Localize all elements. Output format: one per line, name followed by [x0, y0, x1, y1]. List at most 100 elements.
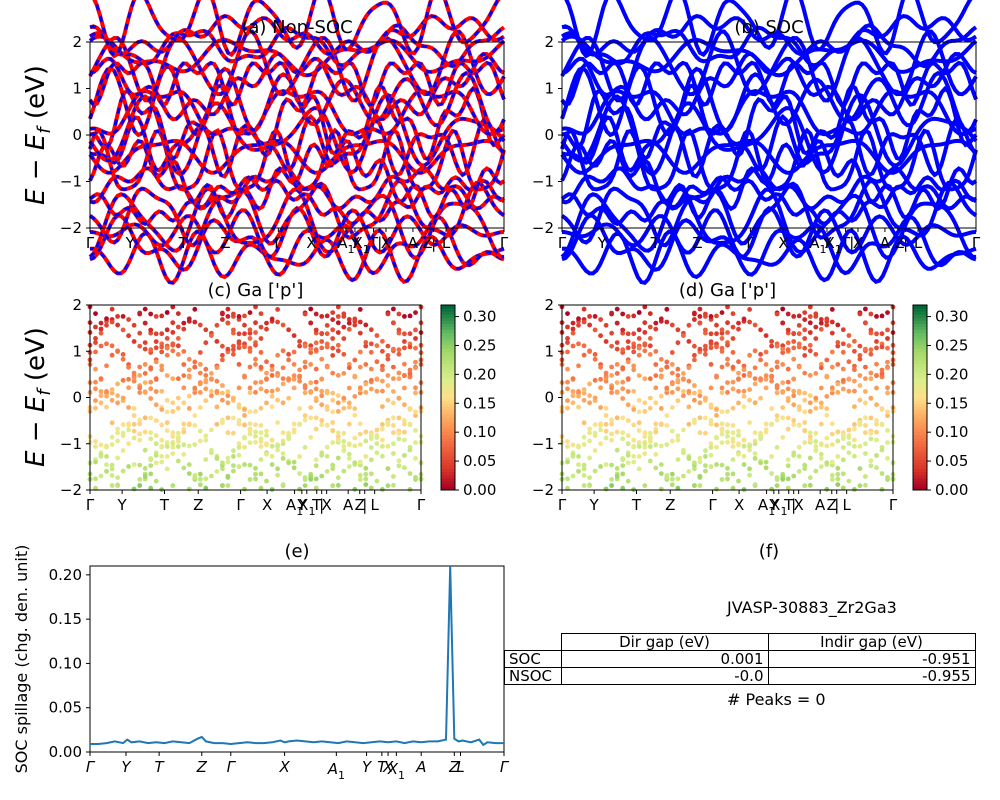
- scatter-point: [824, 460, 830, 466]
- scatter-point: [164, 397, 170, 403]
- scatter-point: [413, 327, 418, 333]
- scatter-point: [275, 397, 280, 403]
- scatter-point: [142, 390, 148, 395]
- scatter-point: [120, 430, 126, 436]
- scatter-point: [747, 373, 752, 378]
- scatter-point: [109, 420, 115, 426]
- scatter-point: [587, 322, 592, 328]
- scatter-point: [153, 331, 159, 337]
- scatter-point: [725, 356, 730, 362]
- scatter-point: [170, 444, 176, 450]
- scatter-point: [159, 313, 165, 319]
- x-tick-label: T: [159, 496, 170, 514]
- scatter-point: [879, 447, 885, 453]
- scatter-point: [785, 386, 791, 392]
- scatter-point: [874, 373, 879, 379]
- scatter-point: [714, 331, 719, 337]
- colorbar-segment: [913, 486, 927, 491]
- colorbar-segment: [441, 375, 455, 380]
- scatter-point: [885, 385, 890, 391]
- scatter-point: [203, 457, 209, 462]
- scatter-point: [614, 466, 620, 471]
- scatter-point: [752, 456, 758, 461]
- scatter-point: [846, 450, 852, 456]
- scatter-point: [352, 394, 358, 399]
- x-tick-label: X: [778, 234, 788, 252]
- scatter-point: [736, 441, 741, 447]
- scatter-point: [807, 475, 813, 481]
- scatter-point: [885, 327, 890, 333]
- x-tick-label: L: [442, 234, 451, 252]
- scatter-point: [120, 395, 126, 401]
- panel-title: (d) Ga ['p']: [679, 280, 776, 301]
- scatter-point: [669, 482, 675, 488]
- scatter-point: [818, 361, 824, 367]
- scatter-point: [609, 385, 614, 391]
- scatter-point: [874, 437, 879, 443]
- colorbar-segment: [441, 446, 455, 451]
- colorbar-segment: [913, 332, 927, 337]
- scatter-point: [813, 430, 819, 436]
- scatter-point: [813, 405, 819, 411]
- scatter-point: [620, 327, 626, 333]
- scatter-point: [357, 390, 363, 396]
- scatter-point: [335, 409, 341, 414]
- material-id: JVASP-30883_Zr2Ga3: [727, 598, 897, 617]
- scatter-point: [587, 430, 592, 436]
- scatter-point: [203, 398, 209, 404]
- scatter-point: [319, 422, 325, 428]
- scatter-point: [242, 374, 247, 380]
- scatter-point: [603, 435, 609, 441]
- scatter-point: [220, 460, 225, 466]
- scatter-point: [741, 437, 747, 443]
- colorbar-segment: [913, 351, 927, 355]
- scatter-point: [785, 347, 791, 353]
- scatter-point: [647, 444, 653, 449]
- scatter-point: [625, 452, 631, 458]
- scatter-point: [863, 482, 868, 488]
- scatter-point: [137, 385, 143, 391]
- colorbar-segment: [441, 323, 455, 328]
- panel-title: (c) Ga ['p']: [208, 280, 304, 301]
- scatter-point: [131, 405, 137, 411]
- scatter-point: [603, 339, 609, 344]
- scatter-point: [275, 443, 280, 449]
- scatter-point: [802, 336, 808, 341]
- scatter-point: [780, 405, 786, 410]
- scatter-point: [220, 420, 225, 426]
- scatter-point: [126, 376, 131, 382]
- scatter-point: [614, 390, 620, 395]
- x-tick-label: X: [794, 496, 804, 514]
- scatter-point: [220, 343, 225, 349]
- scatter-point: [725, 471, 730, 477]
- scatter-point: [231, 454, 236, 459]
- scatter-point: [824, 322, 830, 328]
- scatter-point: [824, 412, 830, 418]
- scatter-point: [164, 345, 170, 351]
- scatter-point: [664, 413, 670, 418]
- scatter-point: [137, 483, 143, 488]
- scatter-point: [275, 373, 280, 378]
- scatter-point: [813, 351, 819, 357]
- scatter-point: [385, 311, 391, 317]
- scatter-point: [758, 357, 763, 363]
- scatter-point: [313, 311, 319, 317]
- scatter-point: [669, 471, 675, 477]
- scatter-point: [576, 443, 581, 449]
- colorbar-segment: [441, 335, 455, 340]
- scatter-point: [570, 400, 576, 406]
- scatter-point: [346, 365, 352, 371]
- scatter-point: [363, 390, 369, 395]
- scatter-point: [186, 462, 192, 467]
- scatter-point: [396, 376, 402, 382]
- x-tick-label: Γ: [972, 234, 981, 252]
- scatter-point: [109, 462, 115, 468]
- scatter-point: [302, 343, 308, 349]
- scatter-point: [148, 463, 154, 468]
- scatter-point: [220, 352, 225, 358]
- colorbar-segment: [441, 477, 455, 482]
- scatter-point: [308, 380, 314, 386]
- scatter-point: [625, 345, 631, 351]
- colorbar-segment: [441, 338, 455, 343]
- colorbar-segment: [441, 382, 455, 386]
